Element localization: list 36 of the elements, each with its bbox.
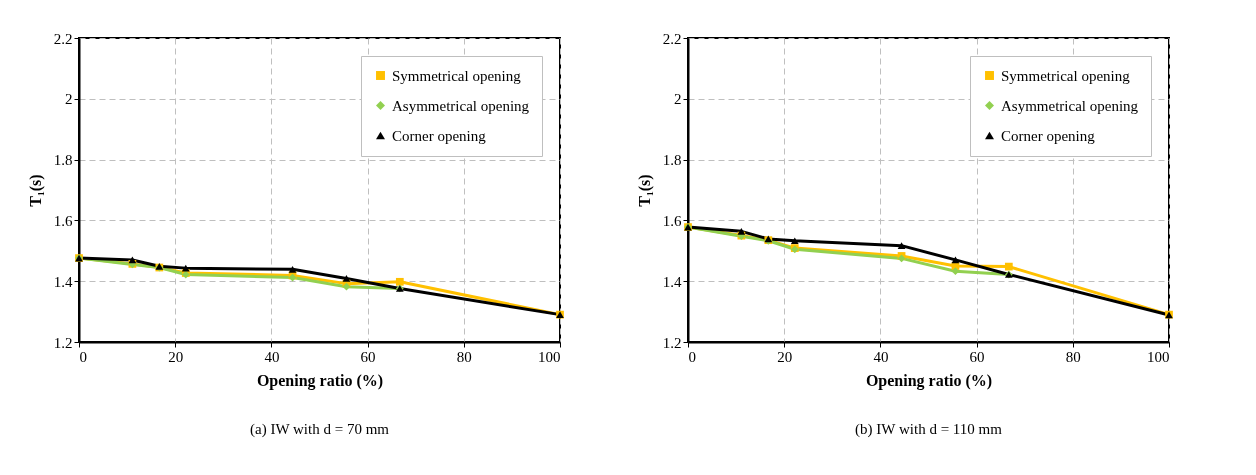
y-tick-label: 1.8 [53, 152, 73, 169]
x-tick-label: 100 [1147, 348, 1170, 365]
x-tick-label: 100 [538, 348, 561, 365]
y-tick-label: 1.8 [662, 152, 682, 169]
y-tick-label: 1.2 [662, 334, 682, 351]
y-tick-label: 1.4 [53, 273, 73, 290]
y-tick-label: 2.2 [53, 30, 73, 47]
legend-label: Asymmetrical opening [1001, 97, 1139, 114]
legend-label: Asymmetrical opening [392, 97, 530, 114]
x-tick-label: 60 [969, 348, 985, 365]
y-tick-label: 2 [65, 91, 73, 108]
y-tick-label: 2.2 [662, 30, 682, 47]
y-tick-label: 1.6 [53, 212, 73, 229]
x-tick-label: 80 [1065, 348, 1081, 365]
x-tick-label: 20 [777, 348, 793, 365]
x-axis-title: Opening ratio (%) [256, 371, 384, 390]
y-tick-label: 1.2 [53, 334, 73, 351]
x-tick-label: 60 [360, 348, 376, 365]
y-tick-label: 1.6 [662, 212, 682, 229]
y-axis-title: T₁(s) [635, 174, 654, 207]
x-axis-title: Opening ratio (%) [865, 371, 993, 390]
legend-label: Symmetrical opening [392, 67, 522, 84]
legend-label: Corner opening [1001, 127, 1096, 144]
x-tick-label: 0 [688, 348, 696, 365]
text: (b) IW with d = 110 mm [855, 421, 1003, 438]
legend-label: Corner opening [392, 127, 487, 144]
y-tick-label: 1.4 [662, 273, 682, 290]
legend-label: Symmetrical opening [1001, 67, 1131, 84]
x-tick-label: 40 [264, 348, 280, 365]
x-tick-label: 0 [79, 348, 87, 365]
x-tick-label: 20 [168, 348, 184, 365]
y-tick-label: 2 [674, 91, 682, 108]
x-tick-label: 80 [456, 348, 472, 365]
text: (a) IW with d = 70 mm [250, 421, 390, 438]
y-axis-title: T₁(s) [26, 174, 45, 207]
x-tick-label: 40 [873, 348, 889, 365]
